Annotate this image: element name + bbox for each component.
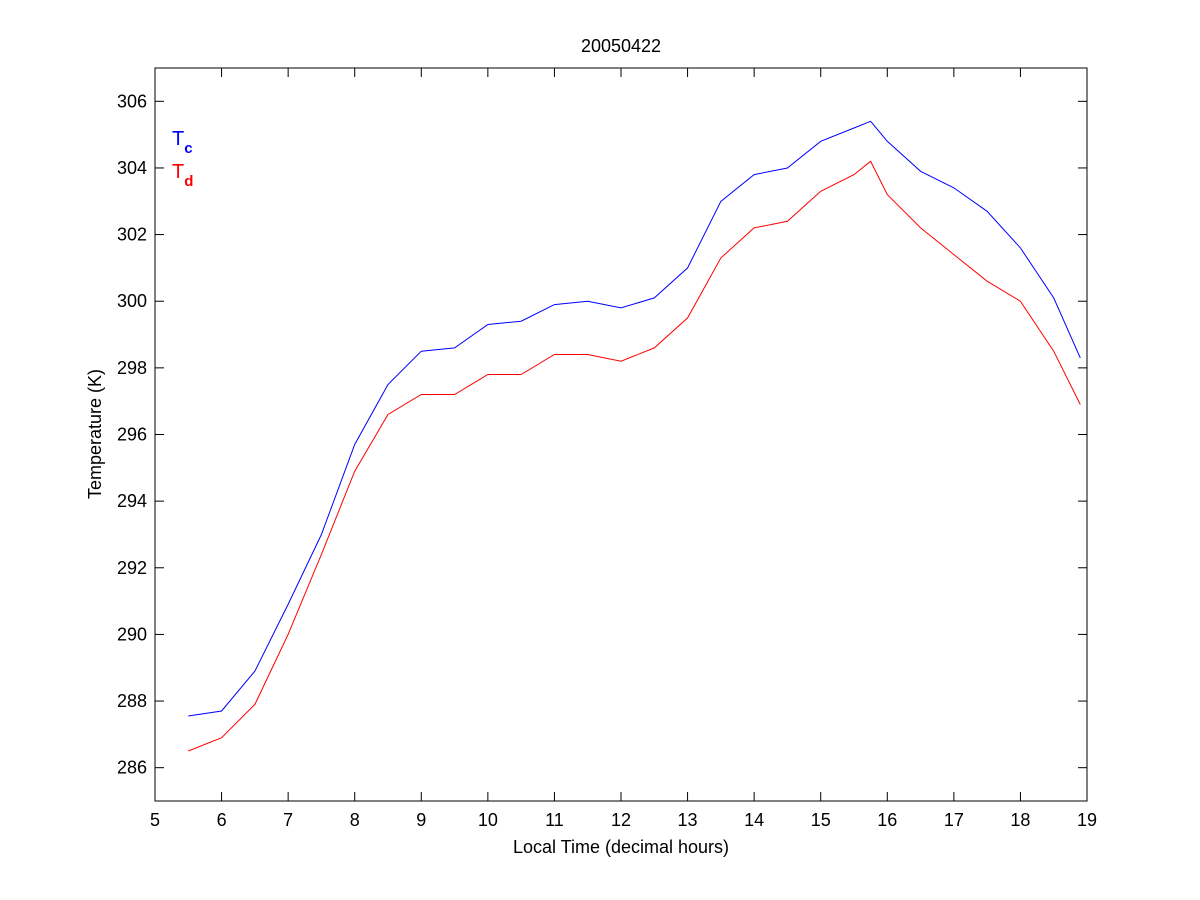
y-tick-label: 304 [117, 158, 147, 178]
y-axis-label: Temperature (K) [85, 369, 105, 499]
y-tick-label: 296 [117, 425, 147, 445]
chart-title: 20050422 [581, 36, 661, 56]
y-tick-label: 292 [117, 558, 147, 578]
x-tick-label: 5 [150, 810, 160, 830]
series-line-tc [188, 120, 1081, 717]
legend-entry-tc: Tc [172, 128, 193, 157]
x-tick-label: 15 [811, 810, 831, 830]
x-tick-label: 19 [1077, 810, 1097, 830]
x-tick-label: 9 [416, 810, 426, 830]
y-tick-label: 302 [117, 225, 147, 245]
x-tick-label: 18 [1010, 810, 1030, 830]
x-tick-label: 8 [350, 810, 360, 830]
y-tick-label: 300 [117, 291, 147, 311]
y-tick-label: 290 [117, 624, 147, 644]
y-tick-label: 286 [117, 758, 147, 778]
y-tick-label: 306 [117, 91, 147, 111]
x-tick-label: 11 [545, 810, 564, 830]
x-tick-label: 10 [478, 810, 498, 830]
series-line-td [188, 160, 1081, 752]
x-tick-label: 16 [877, 810, 897, 830]
x-tick-label: 12 [611, 810, 631, 830]
y-tick-label: 298 [117, 358, 147, 378]
x-tick-label: 6 [217, 810, 227, 830]
plot-area [154, 67, 1088, 802]
x-tick-label: 7 [283, 810, 293, 830]
y-tick-label: 294 [117, 491, 147, 511]
legend-entry-td: Td [172, 161, 193, 190]
x-tick-label: 17 [944, 810, 964, 830]
x-tick-label: 13 [678, 810, 698, 830]
y-tick-label: 288 [117, 691, 147, 711]
x-axis-label: Local Time (decimal hours) [513, 837, 729, 857]
x-tick-label: 14 [744, 810, 764, 830]
